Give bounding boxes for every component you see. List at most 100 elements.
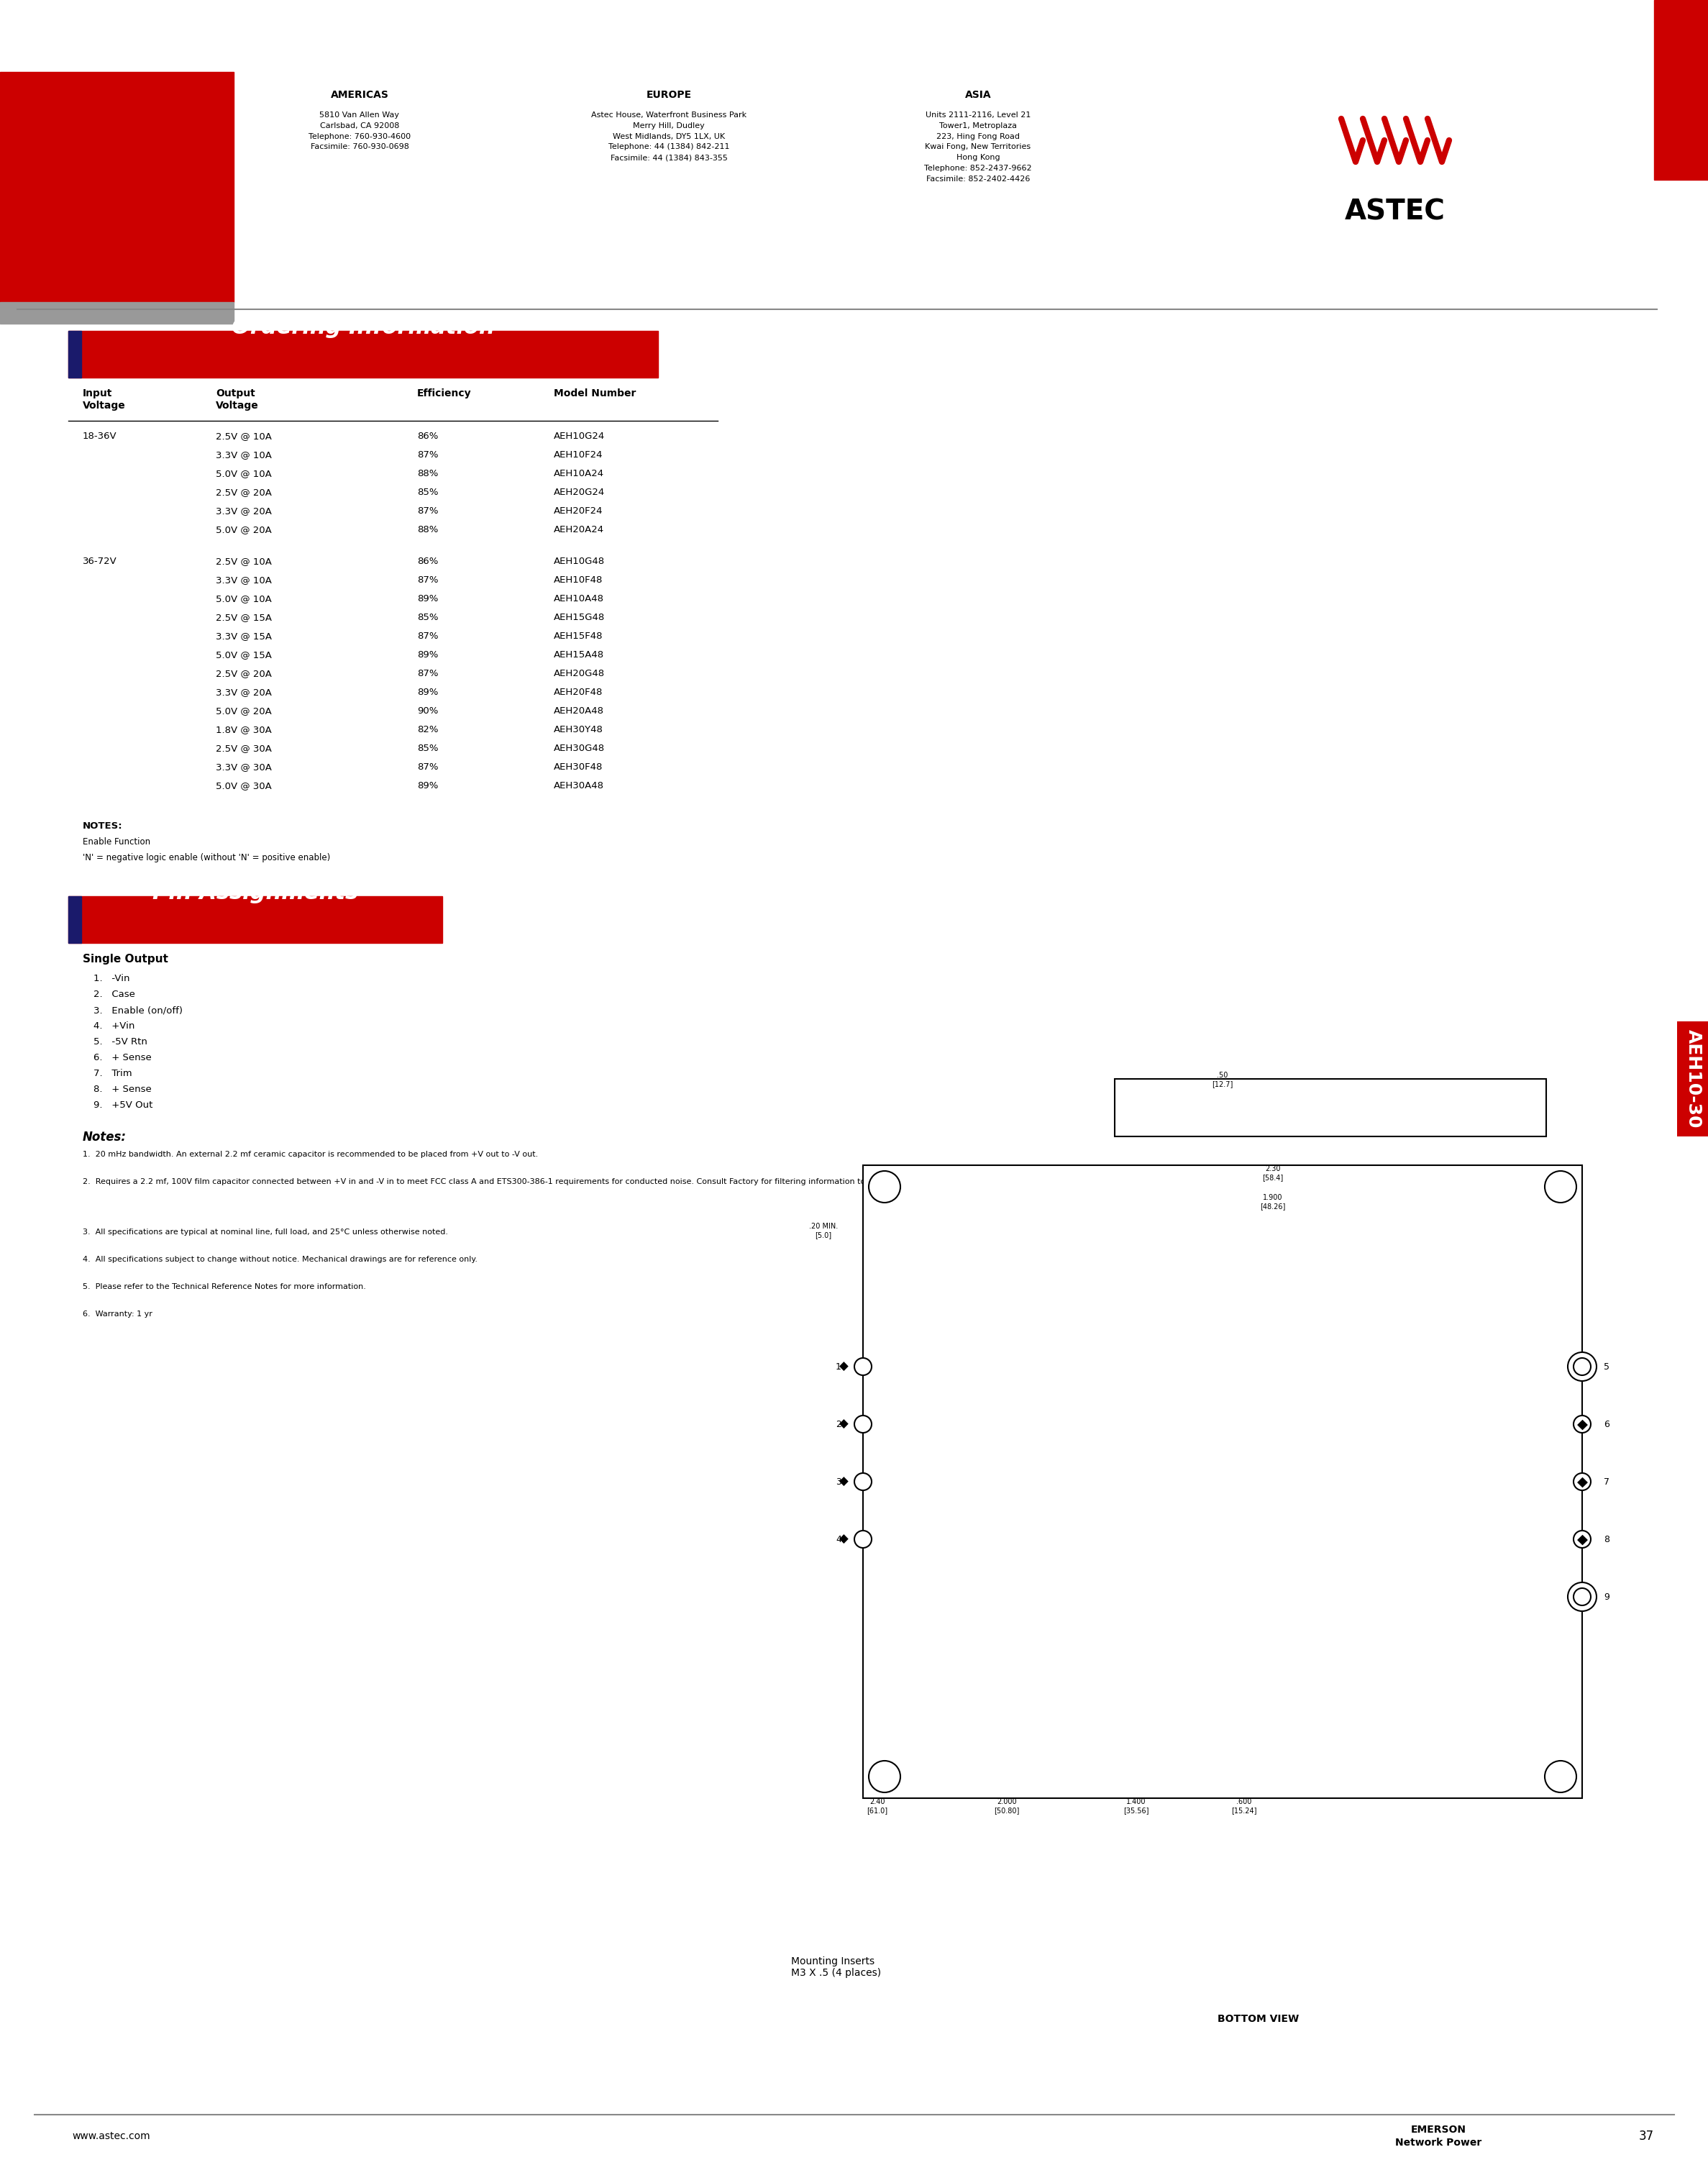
Text: ◆: ◆: [1576, 1418, 1587, 1431]
Text: Enable Function: Enable Function: [82, 838, 150, 847]
Text: 2.5V @ 10A: 2.5V @ 10A: [215, 556, 272, 565]
Text: AEH30Y48: AEH30Y48: [553, 725, 603, 734]
Text: 2.000
[50.80]: 2.000 [50.80]: [994, 1799, 1020, 1814]
Text: 2.5V @ 20A: 2.5V @ 20A: [215, 487, 272, 498]
Text: AEH30F48: AEH30F48: [553, 762, 603, 771]
Text: 5.   -5V Rtn: 5. -5V Rtn: [94, 1037, 147, 1046]
Text: 36-72V: 36-72V: [82, 556, 118, 565]
Text: 89%: 89%: [417, 593, 439, 604]
Text: Output
Voltage: Output Voltage: [215, 388, 258, 411]
Text: 87%: 87%: [417, 450, 439, 459]
Text: 2: 2: [835, 1420, 842, 1429]
Text: 5: 5: [1604, 1362, 1609, 1370]
Text: 90%: 90%: [417, 706, 439, 717]
Text: 4: 4: [835, 1535, 842, 1544]
Circle shape: [854, 1472, 871, 1490]
Text: 8.   + Sense: 8. + Sense: [94, 1085, 152, 1093]
Text: 4.  All specifications subject to change without notice. Mechanical drawings are: 4. All specifications subject to change …: [82, 1256, 478, 1262]
Text: 1.8V @ 30A: 1.8V @ 30A: [215, 725, 272, 734]
Text: .600
[15.24]: .600 [15.24]: [1231, 1799, 1257, 1814]
Text: 2.5V @ 10A: 2.5V @ 10A: [215, 431, 272, 442]
Text: 5.0V @ 20A: 5.0V @ 20A: [215, 526, 272, 535]
Bar: [68, 331, 82, 377]
Text: 37: 37: [1640, 2130, 1653, 2143]
Text: Units 2111-2116, Level 21
Tower1, Metroplaza
223, Hing Fong Road
Kwai Fong, New : Units 2111-2116, Level 21 Tower1, Metrop…: [924, 110, 1032, 182]
Text: ◆: ◆: [839, 1533, 849, 1546]
Text: 18-36V: 18-36V: [82, 431, 116, 442]
Text: AEH30G48: AEH30G48: [553, 745, 605, 753]
Text: AEH20F48: AEH20F48: [553, 688, 603, 697]
Circle shape: [854, 1531, 871, 1548]
Text: AEH20G48: AEH20G48: [553, 669, 605, 678]
Text: 9.   +5V Out: 9. +5V Out: [94, 1100, 152, 1111]
Text: 89%: 89%: [417, 688, 439, 697]
Text: AEH10-30: AEH10-30: [1686, 1028, 1703, 1128]
Text: 2.5V @ 30A: 2.5V @ 30A: [215, 745, 272, 753]
Text: 2.5V @ 20A: 2.5V @ 20A: [215, 669, 272, 678]
Text: 3.3V @ 10A: 3.3V @ 10A: [215, 576, 272, 585]
Bar: [1653, 22, 1708, 180]
Text: 5.0V @ 10A: 5.0V @ 10A: [215, 593, 272, 604]
Circle shape: [1573, 1357, 1590, 1375]
Text: ASIA: ASIA: [965, 91, 991, 100]
Text: 87%: 87%: [417, 762, 439, 771]
Bar: [68, 896, 442, 944]
Circle shape: [1544, 1760, 1576, 1793]
Text: AMERICAS: AMERICAS: [331, 91, 389, 100]
Text: 85%: 85%: [417, 613, 439, 621]
Text: 9: 9: [1604, 1591, 1609, 1602]
Text: 87%: 87%: [417, 507, 439, 515]
Bar: [863, 1165, 1582, 1799]
Text: ◆: ◆: [839, 1418, 849, 1431]
Text: 3.3V @ 15A: 3.3V @ 15A: [215, 632, 272, 641]
Text: AEH10F48: AEH10F48: [553, 576, 603, 585]
Text: 3.3V @ 10A: 3.3V @ 10A: [215, 450, 272, 459]
Text: 7.   Trim: 7. Trim: [94, 1070, 132, 1078]
Circle shape: [854, 1357, 871, 1375]
Text: 3.3V @ 20A: 3.3V @ 20A: [215, 507, 272, 515]
Text: 86%: 86%: [417, 556, 439, 565]
Circle shape: [1573, 1531, 1590, 1548]
Text: 88%: 88%: [417, 526, 439, 535]
Text: 2.5V @ 15A: 2.5V @ 15A: [215, 613, 272, 621]
Text: NOTES:: NOTES:: [82, 821, 123, 831]
Text: 1.400
[35.56]: 1.400 [35.56]: [1124, 1799, 1149, 1814]
Text: AEH10G48: AEH10G48: [553, 556, 605, 565]
Circle shape: [1573, 1416, 1590, 1433]
Text: 85%: 85%: [417, 487, 439, 498]
Text: AEH10A24: AEH10A24: [553, 470, 605, 478]
Text: 1.   -Vin: 1. -Vin: [94, 974, 130, 983]
Text: Single Output: Single Output: [82, 955, 167, 966]
Text: 3.   Enable (on/off): 3. Enable (on/off): [94, 1005, 183, 1015]
Text: ASTEC: ASTEC: [1344, 197, 1445, 225]
Text: 3.  All specifications are typical at nominal line, full load, and 25°C unless o: 3. All specifications are typical at nom…: [82, 1228, 447, 1236]
Text: 89%: 89%: [417, 782, 439, 790]
Text: 2.  Requires a 2.2 mf, 100V film capacitor connected between +V in and -V in to : 2. Requires a 2.2 mf, 100V film capacito…: [82, 1178, 1045, 1186]
Text: 3.3V @ 30A: 3.3V @ 30A: [215, 762, 272, 771]
Text: 5.  Please refer to the Technical Reference Notes for more information.: 5. Please refer to the Technical Referen…: [82, 1284, 366, 1290]
Text: AEH20A48: AEH20A48: [553, 706, 605, 717]
Text: 89%: 89%: [417, 650, 439, 660]
Text: AEH15A48: AEH15A48: [553, 650, 605, 660]
Bar: [1653, 0, 1708, 22]
Text: 86%: 86%: [417, 431, 439, 442]
Text: AEH20F24: AEH20F24: [553, 507, 603, 515]
Text: Efficiency: Efficiency: [417, 388, 471, 398]
Text: EMERSON
Network Power: EMERSON Network Power: [1395, 2124, 1481, 2148]
Text: AEH20G24: AEH20G24: [553, 487, 605, 498]
Text: ◆: ◆: [839, 1360, 849, 1373]
Text: 88%: 88%: [417, 470, 439, 478]
Text: 5.0V @ 10A: 5.0V @ 10A: [215, 470, 272, 478]
Text: 7: 7: [1604, 1477, 1609, 1487]
Text: AEH30A48: AEH30A48: [553, 782, 605, 790]
Text: 2.   Case: 2. Case: [94, 989, 135, 998]
Text: 6: 6: [1604, 1420, 1609, 1429]
Text: 4.   +Vin: 4. +Vin: [94, 1022, 135, 1031]
Text: Astec House, Waterfront Business Park
Merry Hill, Dudley
West Midlands, DY5 1LX,: Astec House, Waterfront Business Park Me…: [591, 110, 746, 160]
Bar: [1115, 1078, 1546, 1137]
Text: Model Number: Model Number: [553, 388, 635, 398]
Text: 2.30
[58.4]: 2.30 [58.4]: [1262, 1165, 1283, 1182]
Text: 1.900
[48.26]: 1.900 [48.26]: [1261, 1193, 1286, 1210]
Text: 87%: 87%: [417, 576, 439, 585]
Text: 87%: 87%: [417, 632, 439, 641]
